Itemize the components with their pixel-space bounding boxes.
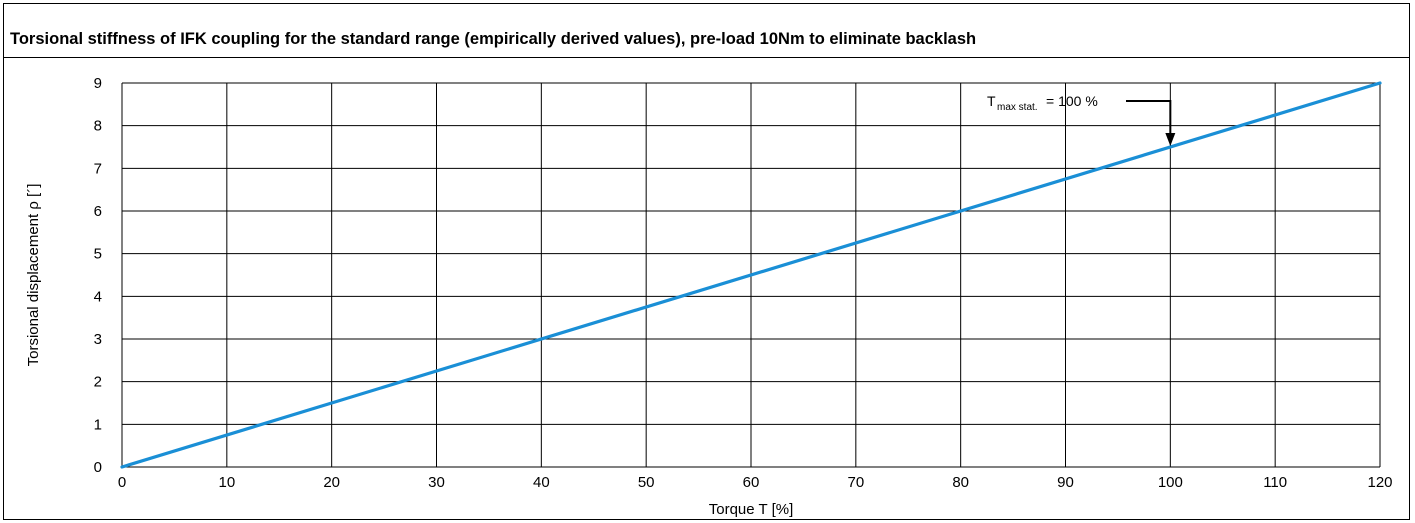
y-tick-label: 2 bbox=[94, 374, 102, 391]
grid bbox=[121, 82, 1381, 468]
x-tick-label: 80 bbox=[952, 474, 969, 491]
y-tick-label: 4 bbox=[94, 288, 102, 305]
y-tick-label: 0 bbox=[94, 459, 102, 476]
x-tick-label: 70 bbox=[847, 474, 864, 491]
annotation-subscript: max stat. bbox=[997, 102, 1038, 113]
y-tick-label: 1 bbox=[94, 416, 102, 433]
x-tick-label: 10 bbox=[218, 474, 235, 491]
chart-title: Torsional stiffness of IFK coupling for … bbox=[10, 30, 977, 48]
x-tick-label: 60 bbox=[743, 474, 760, 491]
x-tick-label: 90 bbox=[1057, 474, 1074, 491]
y-axis-label: Torsional displacement ρ [´] bbox=[25, 184, 42, 367]
annotation-value: = 100 % bbox=[1046, 93, 1098, 109]
y-tick-label: 3 bbox=[94, 331, 102, 348]
y-tick-label: 7 bbox=[94, 160, 102, 177]
x-tick-label: 110 bbox=[1263, 474, 1287, 491]
x-tick-labels: 0 10 20 30 40 50 60 70 80 90 100 110 120 bbox=[118, 474, 1393, 491]
y-tick-label: 9 bbox=[94, 75, 102, 92]
x-tick-label: 100 bbox=[1158, 474, 1183, 491]
annotation-text: T bbox=[987, 93, 996, 109]
y-tick-label: 8 bbox=[94, 118, 102, 135]
annotation-leader bbox=[1126, 100, 1172, 135]
x-tick-label: 0 bbox=[118, 474, 126, 491]
x-tick-label: 40 bbox=[533, 474, 550, 491]
x-axis-label: Torque T [%] bbox=[709, 501, 794, 518]
y-tick-label: 5 bbox=[94, 246, 102, 263]
y-tick-labels: 0 1 2 3 4 5 6 7 8 9 bbox=[94, 75, 102, 476]
title-bar: Torsional stiffness of IFK coupling for … bbox=[4, 4, 1409, 58]
x-tick-label: 120 bbox=[1367, 474, 1392, 491]
chart-frame: Torsional stiffness of IFK coupling for … bbox=[3, 3, 1410, 520]
x-tick-label: 20 bbox=[323, 474, 340, 491]
x-tick-label: 50 bbox=[638, 474, 655, 491]
x-tick-label: 30 bbox=[428, 474, 445, 491]
y-tick-label: 6 bbox=[94, 203, 102, 220]
series-group bbox=[120, 81, 1382, 469]
annotation-arrowhead bbox=[1165, 133, 1176, 146]
series-line bbox=[120, 81, 1382, 469]
